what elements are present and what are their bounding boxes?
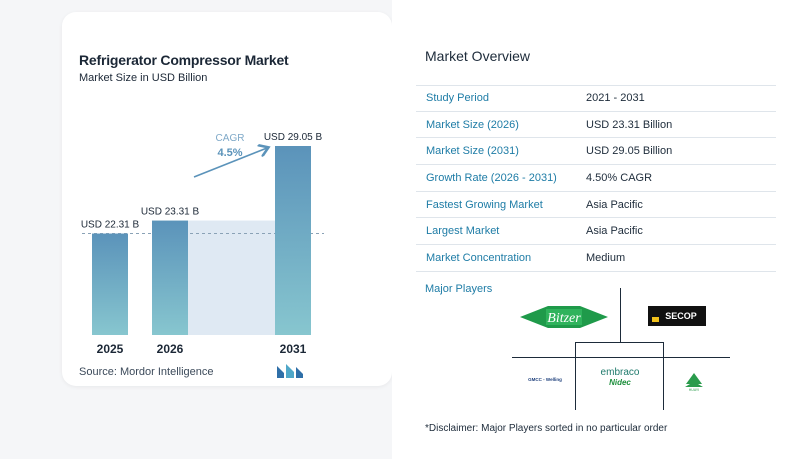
mordor-logo-icon [277, 364, 303, 378]
overview-table: Study Period 2021 - 2031 Market Size (202… [416, 85, 776, 272]
embraco-logo-text: embraco [601, 367, 640, 378]
row-label: Largest Market [426, 225, 500, 238]
cagr-shade-region [188, 220, 275, 335]
row-label: Growth Rate (2026 - 2031) [426, 171, 557, 184]
gmcc-logo: GMCC - Welling [520, 372, 570, 386]
cagr-label: CAGR [216, 133, 245, 144]
gmcc-logo-text: GMCC - Welling [528, 377, 562, 382]
secop-logo: SECOP [648, 306, 706, 326]
bar-chart: USD 22.31 B 2025 USD 23.31 B 2026 USD 29.05 … [81, 132, 324, 356]
source-note: Source: Mordor Intelligence [79, 366, 214, 378]
nidec-logo-text: Nidec [609, 378, 631, 387]
divider [512, 357, 730, 358]
data-label-2031: USD 29.05 B [264, 132, 323, 143]
row-label: Fastest Growing Market [426, 198, 543, 211]
chart-card: USD 22.31 B 2025 USD 23.31 B 2026 USD 29.05 … [62, 12, 392, 386]
bar-2031 [275, 146, 311, 335]
table-row: Market Size (2031) USD 29.05 Billion [416, 138, 776, 166]
row-label: Market Size (2031) [426, 145, 519, 158]
divider [575, 342, 664, 343]
x-tick-2026: 2026 [157, 342, 184, 356]
bitzer-logo-text: Bitzer [547, 311, 581, 326]
secop-logo-icon: SECOP [648, 306, 706, 326]
cagr-arrow [193, 148, 267, 178]
table-row: Fastest Growing Market Asia Pacific [416, 192, 776, 219]
embraco-logo-icon: embraco Nidec [601, 367, 640, 387]
market-overview-panel: Market Overview Study Period 2021 - 2031 … [392, 0, 800, 459]
table-row: Study Period 2021 - 2031 [416, 85, 776, 112]
bitzer-logo-icon: Bitzer [520, 306, 608, 328]
huayi-logo-text: HUAYI [689, 388, 699, 392]
row-value: Asia Pacific [586, 225, 643, 238]
overview-title: Market Overview [425, 48, 531, 64]
bitzer-logo: Bitzer [518, 300, 610, 334]
chart-title: Refrigerator Compressor Market [79, 52, 289, 68]
divider [663, 342, 664, 410]
x-tick-2031: 2031 [280, 342, 307, 356]
row-value: USD 29.05 Billion [586, 145, 673, 158]
huayi-logo-icon: HUAYI [685, 373, 703, 392]
table-row: Market Size (2026) USD 23.31 Billion [416, 112, 776, 139]
row-value: USD 23.31 Billion [586, 118, 673, 131]
row-label: Market Size (2026) [426, 118, 519, 131]
divider [620, 288, 621, 342]
divider [575, 342, 576, 410]
embraco-logo: embraco Nidec [592, 364, 648, 390]
table-row: Growth Rate (2026 - 2031) 4.50% CAGR [416, 165, 776, 192]
table-row: Market Concentration Medium [416, 245, 776, 272]
huayi-logo: HUAYI [681, 372, 707, 392]
data-label-2026: USD 23.31 B [141, 207, 200, 218]
row-label: Study Period [426, 92, 489, 105]
bar-2026 [152, 220, 188, 335]
table-row: Largest Market Asia Pacific [416, 218, 776, 246]
row-value: Asia Pacific [586, 198, 643, 211]
row-value: 2021 - 2031 [586, 92, 645, 105]
cagr-value: 4.5% [217, 147, 242, 159]
chart-subtitle: Market Size in USD Billion [79, 72, 208, 84]
disclaimer-note: *Disclaimer: Major Players sorted in no … [425, 423, 668, 434]
row-label: Market Concentration [426, 251, 532, 264]
gmcc-logo-icon: GMCC - Welling [528, 377, 562, 382]
secop-logo-text: SECOP [665, 311, 697, 321]
data-label-2025: USD 22.31 B [81, 220, 140, 231]
bar-2025 [92, 233, 128, 335]
row-value: Medium [586, 251, 626, 264]
x-tick-2025: 2025 [97, 342, 124, 356]
row-value: 4.50% CAGR [586, 171, 653, 184]
major-players-title: Major Players [425, 283, 493, 295]
